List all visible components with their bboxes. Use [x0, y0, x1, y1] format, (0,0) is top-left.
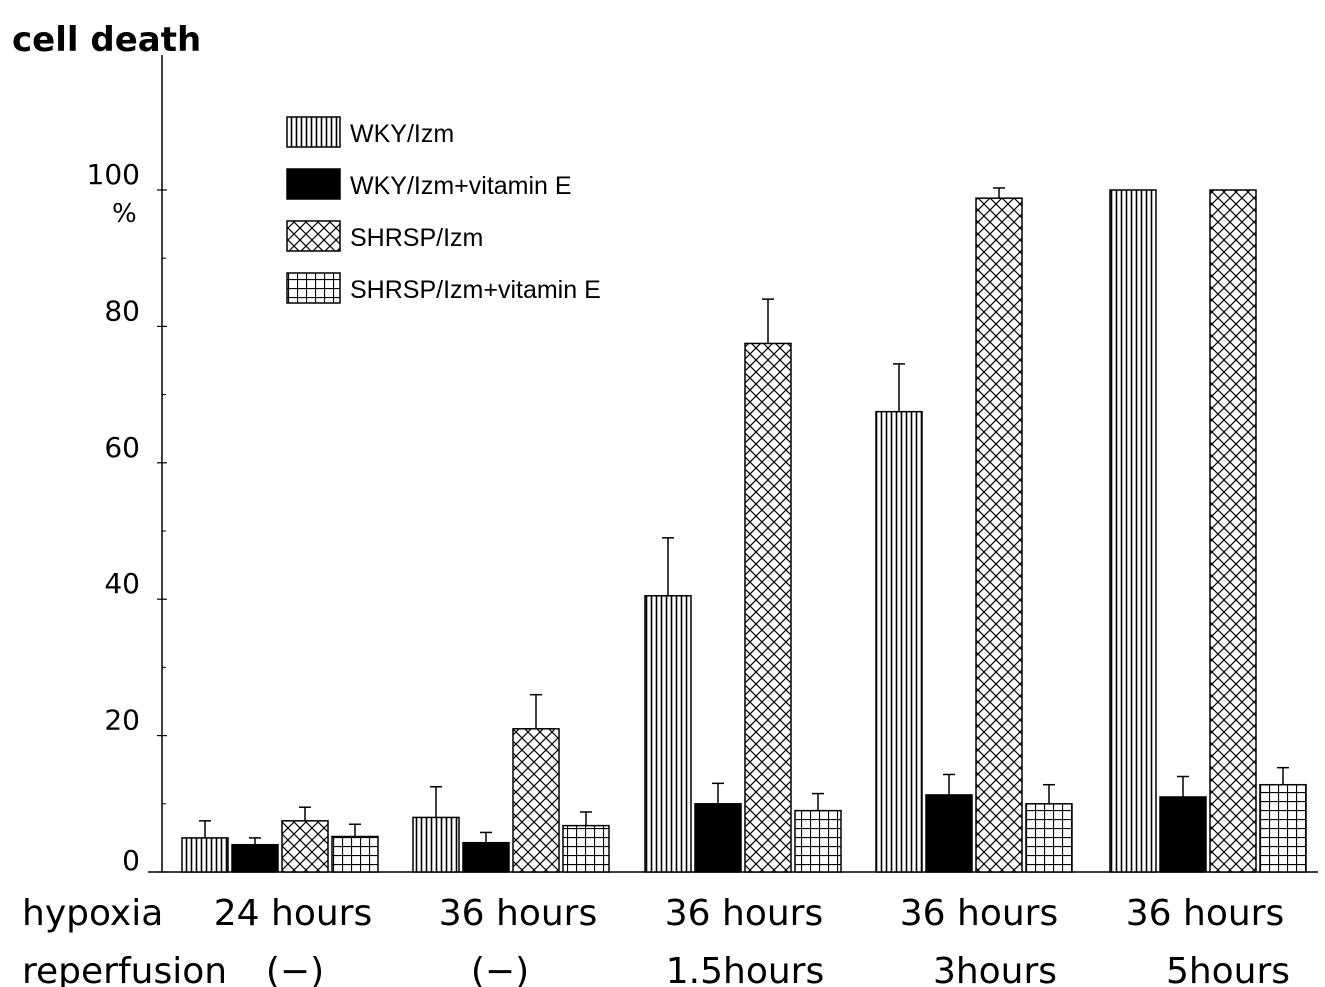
- y-tick-label: 20: [104, 704, 140, 737]
- bar-0-2: [644, 595, 692, 873]
- legend-swatch-0: [286, 116, 341, 148]
- y-tick-label: 80: [104, 294, 140, 327]
- bar-2-4: [1209, 189, 1257, 873]
- y-axis-unit: %: [112, 199, 137, 229]
- legend-swatch-2: [286, 220, 341, 252]
- bar-3-4: [1259, 783, 1307, 873]
- y-tick-label: 100: [87, 158, 140, 191]
- legend-swatch-1: [286, 168, 341, 200]
- bar-1-4: [1159, 796, 1207, 873]
- legend-label-3: SHRSP/Izm+vitamin E: [350, 276, 601, 304]
- reperfusion-label-1: (−): [471, 951, 529, 987]
- bar-0-4: [1109, 189, 1157, 873]
- legend-label-1: WKY/Izm+vitamin E: [350, 172, 572, 200]
- reperfusion-row-label: reperfusion: [22, 951, 227, 987]
- bar-0-0: [181, 837, 229, 873]
- reperfusion-label-3: 3hours: [933, 951, 1057, 987]
- reperfusion-label-4: 5hours: [1166, 951, 1290, 987]
- bar-3-0: [331, 835, 379, 873]
- bar-3-1: [562, 824, 610, 873]
- bar-0-1: [412, 816, 460, 873]
- reperfusion-label-2: 1.5hours: [666, 951, 824, 987]
- bar-1-0: [231, 843, 279, 873]
- hypoxia-label-0: 24 hours: [214, 893, 372, 934]
- hypoxia-label-2: 36 hours: [665, 893, 823, 934]
- y-axis-title: cell death: [12, 20, 201, 60]
- bar-2-2: [744, 342, 792, 873]
- legend-swatch-3: [286, 272, 341, 304]
- bar-2-1: [512, 728, 560, 873]
- bar-1-3: [925, 794, 973, 873]
- hypoxia-label-1: 36 hours: [439, 893, 597, 934]
- bar-2-0: [281, 820, 329, 873]
- x-axis-labels: hypoxia reperfusion 24 hours (−) 36 hours (−)…: [22, 893, 1290, 987]
- bar-3-2: [794, 809, 842, 873]
- hypoxia-label-3: 36 hours: [900, 893, 1058, 934]
- y-tick-label: 40: [104, 567, 140, 600]
- legend-label-0: WKY/Izm: [350, 120, 454, 148]
- bar-1-2: [694, 803, 742, 873]
- bar-1-1: [462, 841, 510, 873]
- y-tick-label: 0: [122, 844, 140, 877]
- bar-0-3: [875, 410, 923, 873]
- legend-label-2: SHRSP/Izm: [350, 224, 483, 252]
- bar-3-3: [1025, 803, 1073, 873]
- y-tick-label: 60: [104, 431, 140, 464]
- hypoxia-row-label: hypoxia: [22, 893, 163, 934]
- bar-2-3: [975, 197, 1023, 873]
- hypoxia-label-4: 36 hours: [1126, 893, 1284, 934]
- legend: WKY/Izm WKY/Izm+vitamin E SHRSP/Izm SHRSP/I…: [286, 116, 601, 304]
- reperfusion-label-0: (−): [266, 951, 324, 987]
- bars-group: [181, 187, 1307, 873]
